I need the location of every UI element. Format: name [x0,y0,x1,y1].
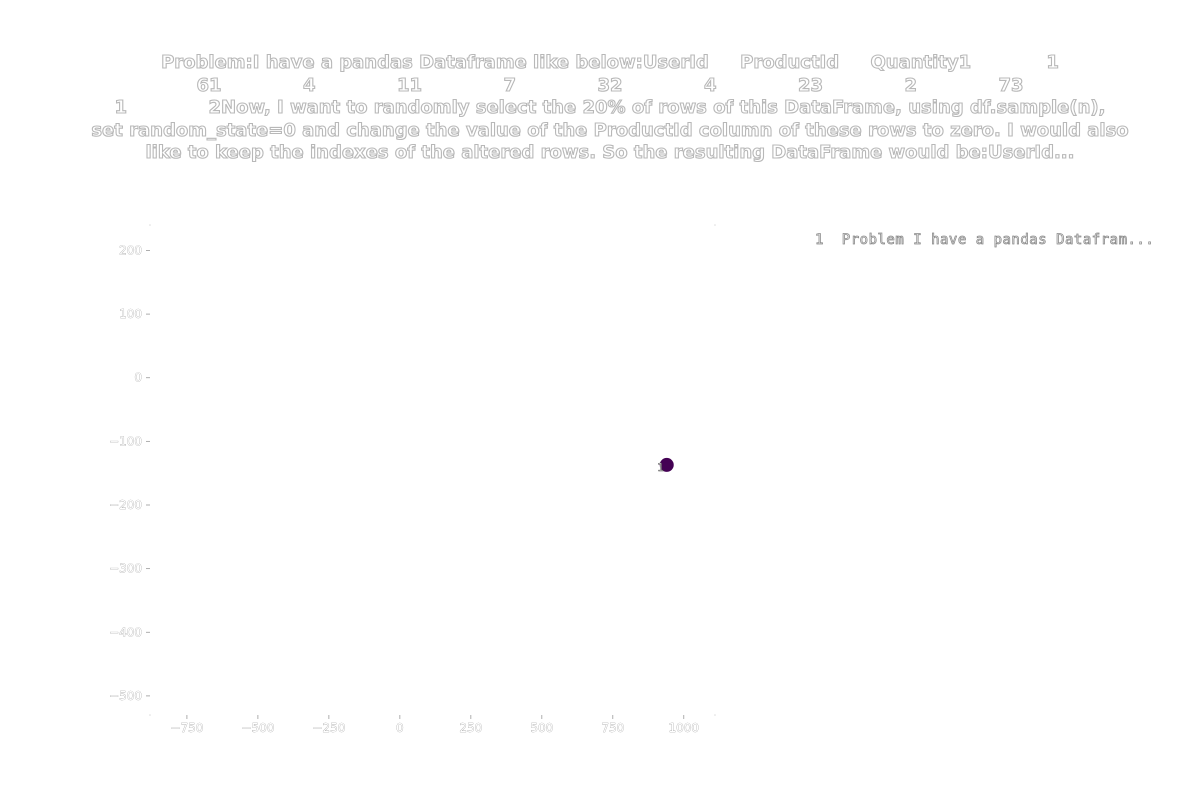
y-tick-label: −200 [109,498,142,512]
y-tick-label: −300 [109,562,142,576]
frame-corner [714,714,716,716]
x-tick-label: −250 [312,721,345,735]
chart-title: Problem:I have a pandas Dataframe like b… [40,51,1180,165]
y-tick-label: 200 [119,243,142,257]
x-tick-label: −750 [170,721,203,735]
x-tick-label: 500 [530,721,553,735]
x-tick-label: 0 [396,721,404,735]
y-tick-label: −500 [109,689,142,703]
data-point [659,457,674,472]
y-axis: 200 100 0 −100 −200 −300 −400 −500 [109,243,150,703]
frame-corner [714,224,716,226]
y-tick-label: −100 [109,434,142,448]
frame-corner [149,714,151,716]
chart-title-line: 1 2Now, I want to randomly select the 20… [114,96,1106,118]
chart-title-line: set random_state=0 and change the value … [91,119,1129,141]
data-point-label: 1 [657,461,664,474]
x-tick-label: −500 [241,721,274,735]
data-points: 1 [657,457,674,474]
y-tick-label: 0 [134,371,142,385]
y-tick-label: 100 [119,307,142,321]
legend-entry: 1 Problem I have a pandas Datafram... [815,232,1155,249]
y-tick-label: −400 [109,625,142,639]
frame-corner [149,224,151,226]
x-tick-label: 1000 [668,721,699,735]
chart-title-line: Problem:I have a pandas Dataframe like b… [161,51,1060,73]
x-tick-label: 250 [459,721,482,735]
chart-title-line: 61 4 11 7 32 4 23 2 73 [196,74,1024,96]
chart-title-line: like to keep the indexes of the altered … [145,141,1075,163]
plot-frame [149,224,716,716]
x-axis: −750 −500 −250 0 250 500 750 1000 [170,715,699,735]
x-tick-label: 750 [601,721,624,735]
